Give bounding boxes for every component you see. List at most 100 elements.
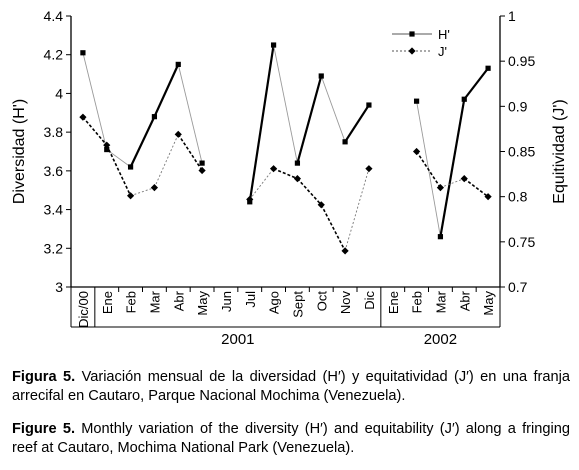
x-tick-label: May (481, 291, 496, 316)
h-point (80, 50, 86, 56)
j-point (412, 147, 421, 156)
y-tick-label-right: 0.75 (508, 234, 535, 250)
series-j-segment (249, 168, 274, 200)
y-tick-label-left: 3.4 (44, 202, 64, 218)
j-point (126, 192, 135, 200)
series-j-segment (154, 134, 179, 188)
h-point (270, 42, 277, 48)
x-tick-label: Sept (290, 291, 305, 318)
j-point (198, 166, 206, 175)
y-tick-label-left: 3.6 (44, 163, 64, 179)
j-point (103, 141, 111, 149)
series-h-segment (248, 44, 275, 202)
y-axis-title-left: Diversidad (H') (11, 99, 28, 204)
x-tick-label: Ene (386, 291, 401, 314)
y-tick-label-left: 3.2 (44, 240, 64, 256)
j-point (436, 184, 445, 192)
year-label: 2002 (424, 331, 457, 348)
h-point (175, 61, 181, 67)
y-tick-label-left: 3.8 (44, 124, 64, 140)
x-tick-label: Dic/00 (76, 291, 91, 328)
h-point (366, 102, 372, 108)
legend-h-label: H' (438, 27, 450, 42)
series-h-segment (129, 116, 156, 168)
h-point (294, 160, 301, 166)
x-tick-label: Mar (147, 290, 162, 313)
y-tick-label-left: 3 (55, 279, 63, 295)
series-j-segment (440, 178, 465, 189)
y-tick-label-left: 4.2 (44, 47, 64, 63)
legend: H' J' (392, 27, 450, 59)
h-point (127, 164, 134, 170)
caption-spanish: Figura 5. Variación mensual de la divers… (12, 368, 570, 406)
h-point (437, 234, 444, 240)
x-tick-label: Dic (362, 291, 377, 310)
j-point (246, 195, 254, 203)
series-h-segment (439, 99, 466, 237)
x-tick-label: May (195, 291, 210, 316)
series-h-segment (106, 149, 131, 168)
y-tick-label-right: 0.7 (508, 279, 528, 295)
j-point (484, 193, 492, 201)
series-h-segment (296, 75, 323, 164)
caption-english-label: Figure 5. (12, 421, 76, 437)
y-axis-title-right: Equitividad (J') (551, 99, 568, 203)
h-point (342, 139, 348, 145)
x-tick-label: Jun (219, 291, 234, 312)
y-tick-label-right: 0.85 (508, 144, 535, 160)
j-point (79, 113, 87, 121)
legend-h-marker (409, 31, 415, 37)
x-tick-label: Abr (457, 290, 472, 311)
series-j-segment (296, 178, 322, 206)
legend-j-marker (408, 47, 416, 55)
year-label: 2001 (221, 331, 254, 348)
j-point (150, 184, 159, 192)
series-j-segment (82, 116, 108, 146)
x-tick-label: Mar (433, 290, 448, 313)
caption-spanish-label: Figura 5. (12, 369, 76, 385)
x-tick-label: Feb (124, 291, 139, 313)
y-tick-label-left: 4 (55, 85, 63, 101)
j-point (269, 165, 278, 173)
x-tick-label: Feb (410, 291, 425, 313)
series-h-segment (153, 63, 180, 118)
series-j-segment (344, 168, 370, 251)
x-tick-label: Ago (267, 291, 282, 314)
y-tick-label-right: 0.9 (508, 98, 528, 114)
h-point (199, 160, 205, 166)
legend-j-label: J' (438, 44, 447, 59)
j-point (317, 201, 325, 209)
y-tick-label-right: 0.8 (508, 189, 528, 205)
caption-spanish-text: Variación mensual de la diversidad (H′) … (12, 369, 571, 404)
series-j-segment (320, 204, 346, 252)
j-point (293, 175, 302, 183)
h-point (485, 65, 491, 71)
series-j-segment (273, 167, 298, 180)
y-tick-label-right: 1 (508, 8, 516, 24)
h-point (461, 96, 467, 102)
h-point (318, 73, 324, 79)
j-point (341, 247, 349, 255)
series-h-segment (273, 44, 298, 164)
series-j-segment (415, 151, 442, 189)
series-h-segment (320, 75, 346, 142)
h-point (104, 146, 110, 153)
x-tick-label: Ene (100, 291, 115, 314)
h-point (413, 98, 420, 104)
y-tick-label-right: 0.95 (508, 53, 535, 69)
series-h-segment (344, 104, 370, 143)
h-point (151, 114, 158, 120)
x-tick-label: Jul (243, 291, 258, 308)
j-point (460, 175, 468, 183)
caption-english-text: Monthly variation of the diversity (H′) … (12, 421, 570, 456)
series-h-segment (177, 64, 203, 164)
x-tick-label: Nov (338, 291, 353, 315)
caption-english: Figure 5. Monthly variation of the diver… (12, 420, 570, 458)
series-h-segment (463, 67, 489, 100)
series-h (80, 42, 491, 240)
series-j-segment (177, 133, 203, 171)
series-j-segment (106, 144, 132, 197)
j-point (174, 130, 182, 138)
series-j-segment (130, 187, 155, 197)
x-tick-label: Abr (171, 290, 186, 311)
